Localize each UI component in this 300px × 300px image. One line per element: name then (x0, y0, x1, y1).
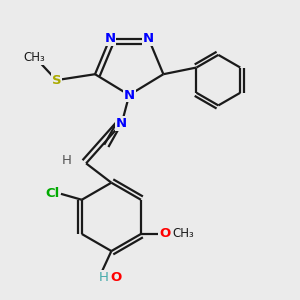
Text: CH₃: CH₃ (23, 51, 45, 64)
Text: O: O (159, 227, 170, 241)
Text: N: N (116, 117, 127, 130)
Text: N: N (143, 32, 154, 45)
Text: CH₃: CH₃ (172, 227, 194, 241)
Text: N: N (104, 32, 116, 45)
Text: H: H (98, 271, 108, 284)
Text: O: O (111, 271, 122, 284)
Text: S: S (52, 74, 61, 87)
Text: H: H (62, 154, 72, 167)
Text: Cl: Cl (45, 187, 59, 200)
Text: N: N (124, 88, 135, 101)
